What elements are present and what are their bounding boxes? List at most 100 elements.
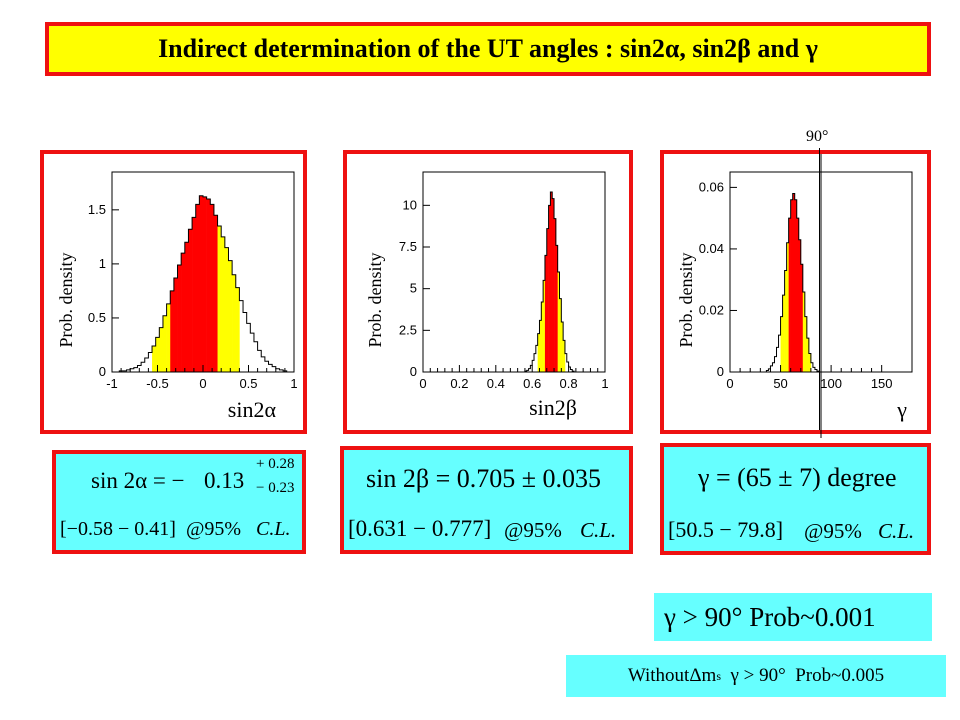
bar-sin2alpha (224, 247, 229, 372)
histogram-outline-sin2alpha (118, 195, 288, 372)
bar-gamma (798, 239, 802, 372)
bar-gamma (808, 353, 812, 372)
bar-sin2alpha (188, 229, 193, 372)
x-tick-label-sin2alpha: -0.5 (146, 376, 168, 391)
bar-gamma (796, 218, 800, 372)
bar-sin2alpha (155, 337, 160, 372)
bar-gamma (792, 193, 796, 372)
x-tick-label-sin2alpha: 0.5 (239, 376, 257, 391)
x-tick-label-sin2alpha: -1 (106, 376, 118, 391)
formula-box-sin2beta: sin 2β = 0.705 ± 0.035 [0.631 − 0.777] @… (340, 446, 633, 554)
bar-gamma (780, 316, 783, 372)
x-tick-label-sin2beta: 0.4 (487, 376, 505, 391)
bar-sin2alpha (192, 217, 197, 372)
y-tick-label-gamma: 0.06 (699, 179, 724, 194)
bar-sin2beta (552, 198, 555, 372)
x-tick-label-sin2beta: 0.2 (450, 376, 468, 391)
gamma-90-marker-label: 90° (806, 128, 829, 145)
y-tick-label-gamma: 0 (717, 364, 724, 379)
x-tick-label-gamma: 50 (773, 376, 787, 391)
without-suffix: γ > 90° Prob~0.005 (721, 665, 885, 686)
bar-sin2beta (550, 192, 553, 372)
x-tick-label-gamma: 0 (726, 376, 733, 391)
bar-sin2alpha (184, 242, 189, 372)
formula-gamma-at: @95% (804, 519, 862, 543)
x-tick-label-gamma: 100 (820, 376, 842, 391)
y-tick-label-gamma: 0.02 (699, 302, 724, 317)
formula-box-sin2alpha: sin 2α = − 0.13 + 0.28 − 0.23 [−0.58 − 0… (52, 450, 306, 554)
without-sub: s (716, 668, 722, 683)
gamma-prob-text: γ > 90° Prob~0.001 (664, 601, 876, 632)
bar-sin2alpha (221, 236, 226, 372)
bar-sin2alpha (134, 368, 138, 372)
x-tick-label-sin2beta: 0.8 (560, 376, 578, 391)
bar-sin2alpha (213, 215, 218, 372)
histogram-outline-sin2beta (524, 191, 575, 372)
bar-sin2beta (548, 205, 551, 372)
bar-sin2beta (541, 302, 544, 372)
formula-box-gamma: γ = (65 ± 7) degree [50.5 − 79.8] @95% C… (660, 443, 931, 555)
bar-gamma (806, 338, 810, 372)
x-tick-label-sin2alpha: 1 (290, 376, 297, 391)
formula-gamma-range: [50.5 − 79.8] (668, 517, 784, 542)
bar-sin2beta (563, 340, 566, 372)
chart-panel-sin2beta: 0 0.2 0.4 0.6 0.8 1 0 2.5 5 7.5 10 Prob. density sin… (343, 150, 633, 434)
y-tick-label-sin2beta: 5 (410, 281, 417, 296)
chart-gamma: 0 50 100 150 0 0.02 0.04 0.06 Prob. density γ (676, 154, 913, 438)
bar-sin2beta (537, 333, 540, 372)
x-axis-label-sin2alpha: sin2α (228, 397, 277, 422)
bar-sin2alpha (148, 353, 152, 372)
y-axis-label-sin2beta: Prob. density (365, 252, 385, 347)
bar-gamma (786, 242, 789, 372)
bar-sin2alpha (166, 303, 171, 372)
formula-sin2alpha-cl: C.L. (256, 518, 291, 540)
x-axis-label-sin2beta: sin2β (529, 395, 577, 420)
gamma-prob-box: γ > 90° Prob~0.001 (654, 593, 932, 641)
bar-sin2alpha (152, 346, 156, 372)
bar-sin2beta (555, 245, 558, 372)
bar-gamma (800, 264, 804, 372)
bar-gamma (802, 292, 806, 372)
bar-gamma (788, 218, 791, 372)
bar-sin2beta (561, 322, 564, 372)
formula-sin2alpha-plus: + 0.28 (256, 456, 295, 472)
formula-sin2alpha-value: 0.13 (204, 468, 245, 493)
bars-sin2beta (537, 192, 566, 372)
bar-sin2alpha (217, 226, 222, 372)
bar-gamma (794, 199, 798, 372)
x-tick-label-gamma: 150 (871, 376, 893, 391)
page-title-text: Indirect determination of the UT angles … (158, 34, 818, 63)
bar-sin2alpha (199, 195, 204, 372)
bar-sin2alpha (141, 362, 145, 372)
y-axis-label-sin2alpha: Prob. density (56, 252, 76, 347)
x-tick-label-sin2beta: 1 (601, 376, 608, 391)
y-tick-label-sin2alpha: 0.5 (88, 310, 106, 325)
bar-sin2alpha (232, 274, 237, 372)
bar-sin2alpha (159, 327, 164, 372)
bar-sin2alpha (162, 315, 167, 372)
x-tick-label-sin2beta: 0.6 (523, 376, 541, 391)
plot-frame-sin2beta (422, 171, 606, 373)
y-tick-label-sin2alpha: 1 (99, 256, 106, 271)
bar-sin2alpha (206, 199, 211, 372)
x-tick-label-sin2alpha: 0 (199, 376, 206, 391)
bar-sin2alpha (181, 253, 186, 372)
bar-sin2beta (559, 298, 562, 372)
without-dms-box: Without Δm s γ > 90° Prob~0.005 (566, 655, 946, 697)
formula-sin2beta-at: @95% (504, 518, 562, 542)
formula-sin2beta-main: sin 2β = 0.705 ± 0.035 (366, 464, 602, 493)
gamma-90-line-extension (819, 148, 820, 430)
bar-sin2alpha (170, 290, 175, 372)
y-tick-label-sin2beta: 0 (410, 364, 417, 379)
bar-sin2beta (543, 280, 546, 372)
formula-sin2alpha-range: [−0.58 − 0.41] (60, 518, 176, 540)
y-tick-label-gamma: 0.04 (699, 241, 724, 256)
bar-sin2beta (539, 320, 542, 372)
formula-gamma-cl: C.L. (878, 519, 915, 543)
bar-sin2alpha (203, 196, 207, 372)
histogram-outline-gamma (765, 193, 820, 372)
bar-sin2beta (544, 255, 548, 372)
bar-sin2beta (557, 272, 560, 372)
bar-sin2beta (546, 228, 549, 372)
